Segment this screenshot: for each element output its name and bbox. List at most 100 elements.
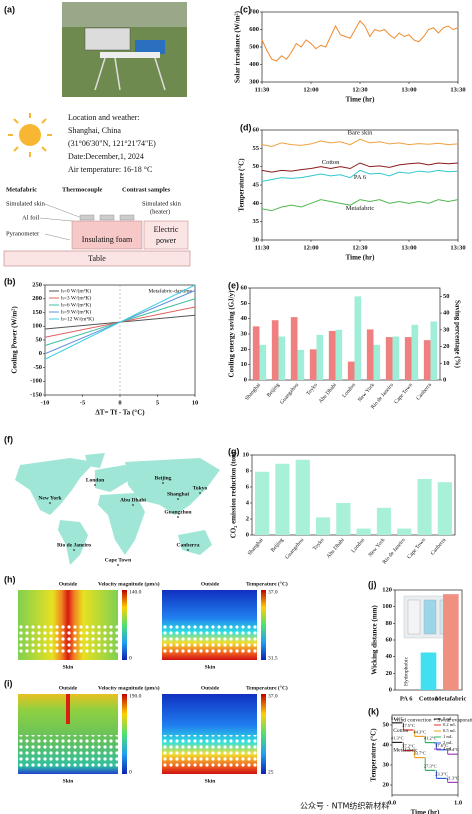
y-tick-label: 700 <box>249 8 259 15</box>
y-tick-label: 40 <box>386 653 393 660</box>
y-tick-label: 60 <box>253 126 260 133</box>
y-tick-label: 30 <box>253 236 260 243</box>
y-tick-label: 100 <box>382 603 392 610</box>
y-tick-label: 40 <box>241 315 248 322</box>
x-tick-label: Toyko <box>312 537 326 552</box>
y-tick-label: 150 <box>32 309 42 316</box>
city-label: Cape Town <box>105 557 131 563</box>
y-tick-label: 400 <box>249 61 259 68</box>
x-tick-label: Guangzhou <box>284 537 305 560</box>
diagram-label: Pyranometer <box>6 230 40 237</box>
panel-i: (i) Outside Velocity magnitude (μm/s) 19… <box>4 678 288 784</box>
x-tick-label: 12:00 <box>303 244 318 251</box>
city-label: Tokyo <box>193 485 208 491</box>
x-tick-label: Shanghai <box>247 537 265 557</box>
label: Outside <box>59 685 78 691</box>
x-tick-label: London <box>341 382 357 399</box>
label: Skin <box>63 778 74 784</box>
bar <box>315 517 331 535</box>
x-tick-label: 12:00 <box>303 86 318 93</box>
info-text: Air temperature: 16-18 °C <box>68 165 152 174</box>
city-label: London <box>86 477 104 483</box>
legend-label: h=12 W/(m²K) <box>61 315 94 322</box>
y-tick-label: 60 <box>386 636 393 643</box>
sample <box>79 214 95 221</box>
bar <box>376 507 392 535</box>
x-tick-label: Canberra <box>430 537 448 557</box>
city-dot <box>49 502 51 504</box>
panel-a: (a) Location and weather: Shanghai, Chin… <box>3 2 191 267</box>
series-label: PA 6 <box>354 174 367 181</box>
series-label: Bare skin <box>348 130 373 137</box>
continent <box>125 458 220 515</box>
panel-label: (f) <box>4 434 13 444</box>
x-tick-label: 10 <box>192 399 199 406</box>
city-dot <box>162 482 164 484</box>
colorbar-tick: 0 <box>129 769 132 775</box>
panel-label: (e) <box>228 280 239 290</box>
city-label: Shanghai <box>167 491 189 497</box>
value-label: 27.3°C <box>424 763 437 768</box>
x-axis-label: Time (hr) <box>346 254 376 262</box>
fabric-pores <box>18 625 118 655</box>
city-dot <box>117 564 119 566</box>
y-tick-label: -50 <box>33 364 42 371</box>
x-axis-label: ΔT= Tf - Ta (°C) <box>95 409 145 417</box>
y-tick-label: 600 <box>249 26 259 33</box>
photo-table <box>100 52 160 58</box>
x-tick-label: Canberra <box>415 382 433 402</box>
diagram-label: Al foil <box>22 214 39 221</box>
y-tick-label: 80 <box>386 620 393 627</box>
bar <box>259 344 267 380</box>
table <box>3 250 191 267</box>
insulating-foam <box>71 220 143 250</box>
bar <box>335 329 343 380</box>
panel-label: (b) <box>4 276 16 286</box>
bar <box>356 528 371 535</box>
y-axis-label: Solar irradiance (W/m²) <box>234 10 242 83</box>
x-tick-label: Abu Dhabi <box>326 537 347 560</box>
x-tick-label: New York <box>368 537 387 558</box>
city-dot <box>199 492 201 494</box>
legend-label: h=9 W/(m²K) <box>61 308 91 315</box>
x-tick-label: Cape Town <box>393 382 414 405</box>
y-tick-label: 6 <box>246 483 250 490</box>
bar <box>347 361 355 380</box>
x-tick-label: 13:00 <box>401 244 416 251</box>
y-tick-label: 50 <box>241 300 248 307</box>
diagram-label: Simulated skin <box>142 200 182 207</box>
data-line <box>261 169 459 182</box>
y-tick-label: 20 <box>383 781 390 788</box>
colorbar-title: Temperature (°C) <box>246 684 288 691</box>
series-label: Cotton <box>393 728 408 734</box>
fabric-pores <box>162 735 257 767</box>
y2-tick-label: 30 <box>443 326 450 333</box>
y-tick-label: 2 <box>246 515 249 522</box>
y-tick-label: 55 <box>253 145 260 152</box>
x-tick-label: Beijing <box>266 382 281 398</box>
series-label: Metafabric <box>393 747 418 754</box>
continent <box>95 465 130 492</box>
x-tick-label: 1.0 <box>454 799 462 806</box>
x-tick-label: 5 <box>156 399 160 406</box>
y-tick-label: 500 <box>249 43 259 50</box>
legend-label: 0 mL <box>443 716 453 721</box>
y-tick-label: -150 <box>30 391 42 398</box>
x-tick-label: 12:30 <box>352 86 367 93</box>
bar <box>385 337 393 380</box>
city-dot <box>73 549 75 551</box>
legend-label: h=0 W/(m²K) <box>61 287 91 294</box>
bar <box>423 340 431 380</box>
colorbar <box>261 590 266 660</box>
y-axis-label: Temperature (°C) <box>238 158 246 212</box>
bar <box>411 324 419 380</box>
data-line <box>261 138 459 148</box>
info-text: Location and weather: <box>68 113 140 122</box>
y-tick-label: 0 <box>246 531 249 538</box>
x-axis-label: Time (hr) <box>411 809 441 814</box>
value-label: 41.2°C <box>424 736 437 741</box>
photo-device <box>135 40 165 54</box>
x-tick-label: Toyko <box>305 382 319 397</box>
y-axis-label: Cooling Power (W/m²) <box>11 306 19 374</box>
x-tick-label: Guangzhou <box>279 382 300 405</box>
